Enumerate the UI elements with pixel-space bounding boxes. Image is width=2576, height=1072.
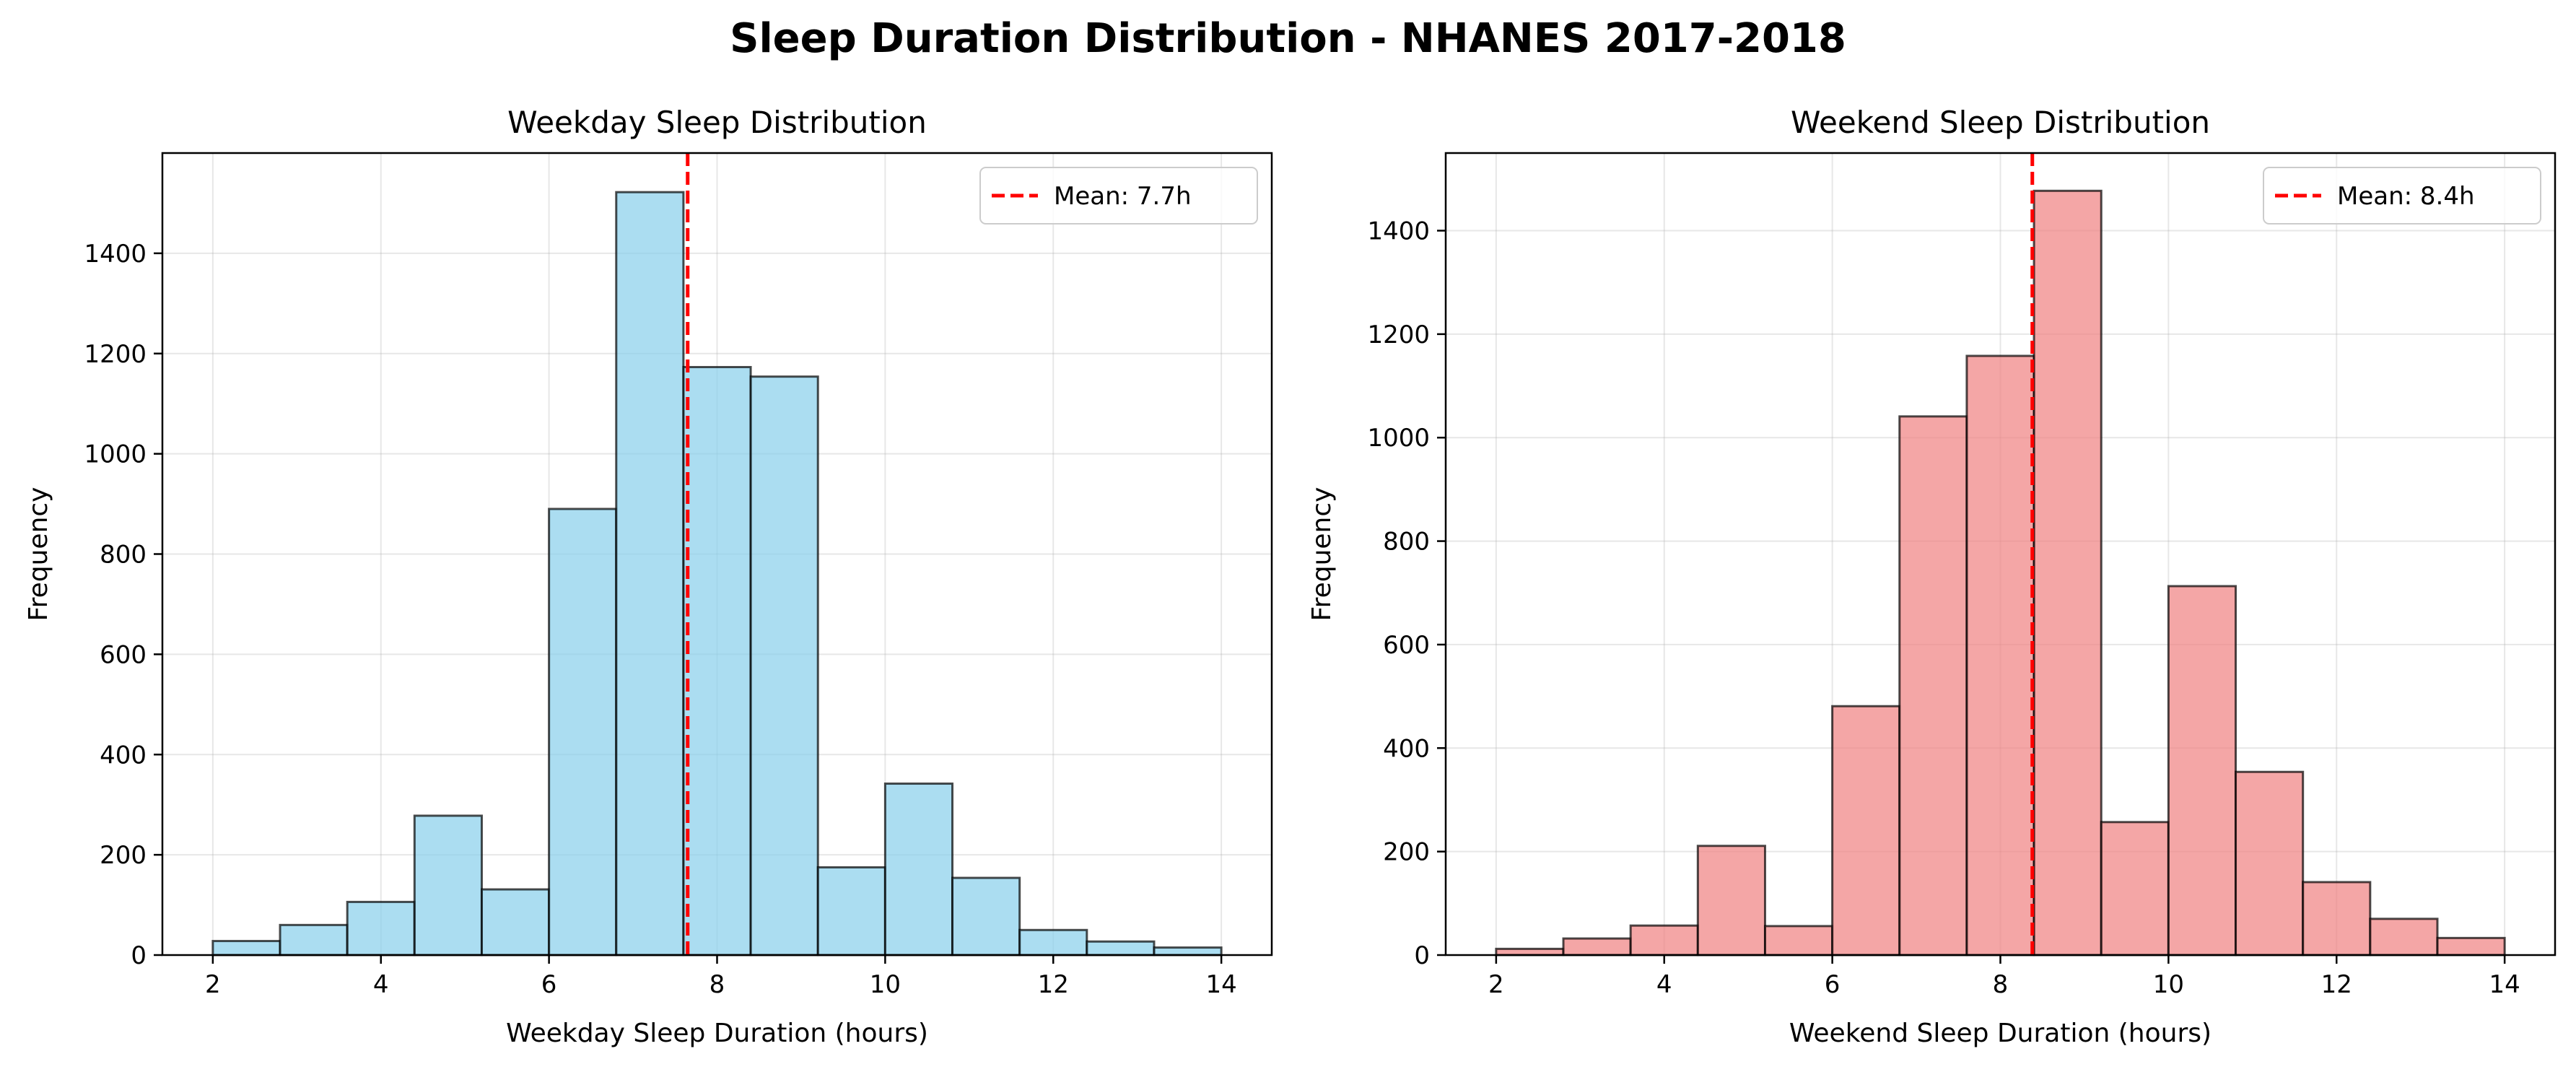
chart-panel-1: 2 4 6 8 10 12 14 0 200 400 600 800 1000 1200 1400 Weekd… [24, 105, 1273, 1048]
x-tick-label: 12 [2321, 970, 2352, 999]
y-tick-label: 200 [1383, 838, 1430, 867]
histogram-bar [1831, 705, 1901, 956]
y-tick-label: 1400 [1367, 217, 1430, 246]
y-tick-label: 0 [1414, 941, 1430, 970]
histogram-bar [1562, 937, 1632, 956]
histogram-bar [749, 375, 819, 956]
legend-box [979, 167, 1258, 225]
histogram-bar [2235, 770, 2305, 956]
histogram-bar [2100, 821, 2170, 956]
histogram-bar [883, 783, 954, 956]
x-tick-label: 8 [710, 970, 725, 999]
histogram-bar [1763, 925, 1834, 956]
x-axis-label: Weekday Sleep Duration (hours) [506, 1019, 928, 1048]
histogram-bar [480, 888, 551, 956]
histogram-bar [1495, 947, 1565, 956]
x-tick-label: 2 [205, 970, 221, 999]
histogram-bar [548, 507, 618, 956]
legend-label: Mean: 8.4h [2337, 182, 2475, 211]
histogram-bar [1898, 415, 1968, 956]
x-axis-label: Weekend Sleep Duration (hours) [1789, 1019, 2212, 1048]
y-tick-label: 400 [1383, 734, 1430, 763]
histogram-bar [1965, 354, 2035, 956]
histogram-bar [951, 876, 1021, 956]
histogram-bar [816, 866, 886, 956]
histogram-bar [2302, 881, 2372, 956]
histogram-bar [1696, 845, 1766, 956]
histogram-bar [615, 191, 685, 956]
histogram-bar [1018, 928, 1088, 956]
y-tick-label: 1200 [84, 340, 147, 369]
figure-title: Sleep Duration Distribution - NHANES 201… [730, 15, 1846, 62]
y-tick-label: 400 [100, 741, 147, 770]
histogram-bar [2167, 585, 2237, 956]
histogram-bar [346, 900, 416, 956]
x-tick-label: 10 [870, 970, 901, 999]
x-tick-label: 14 [2489, 970, 2520, 999]
chart-title: Weekend Sleep Distribution [1791, 105, 2210, 140]
histogram-bar [413, 814, 483, 956]
y-tick-label: 1000 [84, 440, 147, 469]
y-tick-label: 600 [100, 640, 147, 669]
legend: Mean: 8.4h [2263, 167, 2541, 225]
x-tick-label: 6 [541, 970, 557, 999]
histogram-bar [279, 923, 349, 956]
legend-label: Mean: 7.7h [1054, 182, 1192, 211]
legend: Mean: 7.7h [979, 167, 1258, 225]
histogram-bar [211, 940, 281, 956]
chart-panel-2: 2 4 6 8 10 12 14 0 200 400 600 800 1000 1200 1400 Weeke… [1307, 105, 2557, 1048]
histogram-bar [1629, 924, 1699, 956]
y-tick-label: 1200 [1367, 321, 1430, 349]
x-tick-label: 4 [373, 970, 389, 999]
y-tick-label: 200 [100, 841, 147, 870]
histogram-bar [1153, 946, 1223, 956]
x-tick-label: 2 [1488, 970, 1504, 999]
histogram-bar [682, 365, 752, 956]
y-tick-label: 600 [1383, 631, 1430, 660]
y-tick-label: 1400 [84, 240, 147, 269]
x-tick-label: 12 [1038, 970, 1069, 999]
histogram-bar [2369, 918, 2439, 956]
histogram-bar [2436, 936, 2506, 956]
y-axis-label: Frequency [1307, 487, 1337, 622]
chart-title: Weekday Sleep Distribution [507, 105, 927, 140]
y-axis-label: Frequency [24, 487, 53, 622]
histogram-bar [1086, 940, 1156, 956]
x-tick-label: 6 [1825, 970, 1841, 999]
y-tick-label: 800 [100, 541, 147, 570]
x-tick-label: 14 [1206, 970, 1237, 999]
histogram-bar [2033, 189, 2103, 956]
legend-box [2263, 167, 2541, 225]
y-tick-label: 800 [1383, 528, 1430, 557]
x-tick-label: 4 [1656, 970, 1672, 999]
x-tick-label: 10 [2153, 970, 2184, 999]
y-tick-label: 0 [131, 941, 147, 970]
x-tick-label: 8 [1993, 970, 2009, 999]
y-tick-label: 1000 [1367, 424, 1430, 453]
